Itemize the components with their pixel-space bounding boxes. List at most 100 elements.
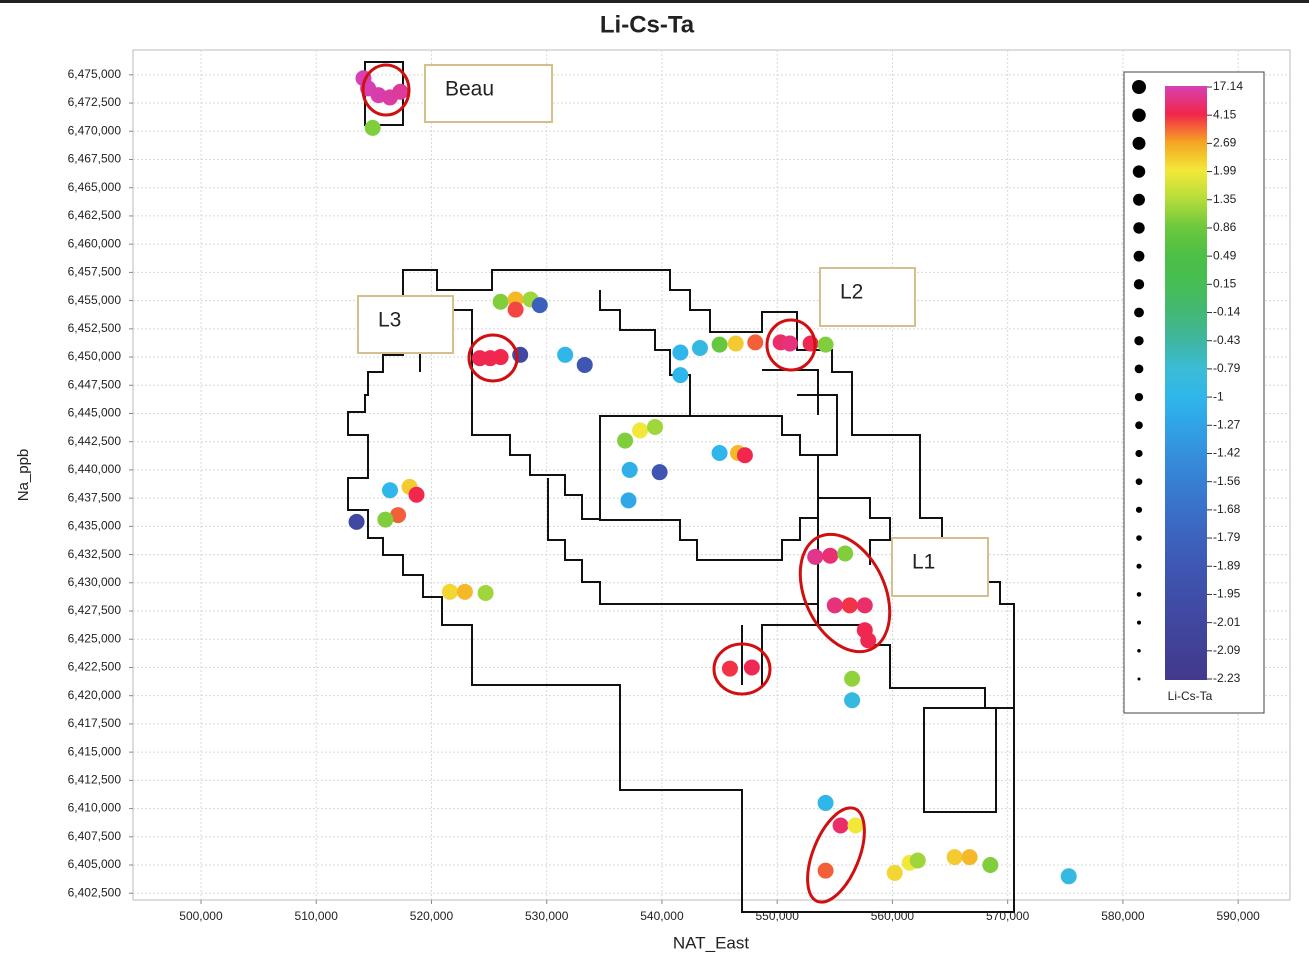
x-tick-label: 500,000: [179, 909, 223, 923]
point: [817, 862, 834, 879]
point: [817, 336, 834, 353]
boundary: [364, 61, 404, 126]
size-key: [1133, 250, 1145, 262]
y-tick-label: 6,442,500: [68, 434, 122, 448]
colorbar-label: -2.23: [1213, 671, 1241, 685]
highlight-ring: [361, 63, 411, 117]
y-tick-label: 6,440,000: [68, 462, 122, 476]
colorbar-label: -0.43: [1213, 333, 1241, 347]
grid: [133, 50, 1290, 900]
size-key: [1137, 649, 1141, 653]
x-tick-label: 510,000: [295, 909, 339, 923]
annotation-box: [424, 64, 553, 123]
colorbar-label: 17.14: [1213, 79, 1243, 93]
point: [826, 597, 843, 614]
colorbar-label: -0.79: [1213, 361, 1241, 375]
point: [364, 119, 381, 136]
y-tick-label: 6,432,500: [68, 547, 122, 561]
size-key: [1136, 563, 1142, 569]
size-key: [1133, 222, 1145, 234]
point: [711, 336, 728, 353]
highlight-ring: [806, 806, 866, 904]
point: [822, 547, 839, 564]
annotations: Beau L3 L2 L1: [357, 64, 989, 597]
y-tick-label: 6,457,500: [68, 265, 122, 279]
y-tick-label: 6,415,000: [68, 744, 122, 758]
size-key: [1135, 478, 1143, 485]
highlights: [361, 63, 892, 904]
point: [651, 464, 668, 481]
highlight-ring: [765, 318, 817, 372]
annotation: L3: [378, 309, 401, 332]
size-key: [1137, 677, 1141, 681]
y-tick-label: 6,412,500: [68, 773, 122, 787]
colorbar-label: -1.56: [1213, 474, 1241, 488]
size-key: [1132, 108, 1146, 122]
boundary: [547, 478, 819, 685]
annotation-box: [819, 267, 916, 327]
point: [982, 857, 999, 874]
point: [807, 548, 824, 565]
point: [841, 597, 858, 614]
point: [647, 419, 664, 436]
colorbar-label: -1.79: [1213, 530, 1241, 544]
point: [672, 344, 689, 361]
point: [856, 597, 873, 614]
colorbar-label: -1.68: [1213, 502, 1241, 516]
highlight-ring: [467, 333, 519, 383]
y-tick-label: 6,405,000: [68, 857, 122, 871]
highlight-ring: [798, 532, 892, 654]
y-tick-label: 6,410,000: [68, 801, 122, 815]
point: [557, 346, 574, 363]
y-tick-label: 6,450,000: [68, 349, 122, 363]
boundaries: [347, 61, 1015, 913]
y-tick-label: 6,455,000: [68, 293, 122, 307]
point: [781, 335, 798, 352]
point: [617, 432, 634, 449]
colorbar-label: 2.69: [1213, 136, 1237, 150]
y-tick-label: 6,427,500: [68, 603, 122, 617]
size-key: [1135, 449, 1143, 458]
point: [441, 583, 458, 600]
colorbar-label: 1.99: [1213, 164, 1237, 178]
colorbar-label: -2.01: [1213, 615, 1241, 629]
point: [620, 492, 637, 509]
point: [392, 83, 409, 100]
point: [844, 670, 861, 687]
annotation-box: [357, 295, 454, 354]
point: [961, 849, 978, 866]
colorbar-label: -0.14: [1213, 305, 1241, 319]
points: [348, 70, 1077, 885]
top-bar: [0, 0, 1309, 3]
y-tick-label: 6,445,000: [68, 406, 122, 420]
y-tick-label: 6,467,500: [68, 152, 122, 166]
point: [408, 486, 425, 503]
point: [844, 692, 861, 709]
y-axis-label: Na_ppb: [15, 449, 32, 502]
colorbar-label: -1.27: [1213, 417, 1241, 431]
size-key: [1136, 620, 1142, 625]
point: [621, 461, 638, 478]
x-tick-label: 530,000: [525, 909, 569, 923]
point: [632, 422, 649, 439]
point: [507, 301, 524, 318]
x-tick-label: 550,000: [755, 909, 799, 923]
point: [832, 817, 849, 834]
point: [721, 660, 738, 677]
x-axis-label: NAT_East: [673, 933, 749, 952]
point: [837, 545, 854, 562]
point: [847, 817, 864, 834]
y-tick-label: 6,465,000: [68, 180, 122, 194]
y-tick-label: 6,460,000: [68, 236, 122, 250]
point: [817, 794, 834, 811]
annotation: L2: [840, 281, 863, 304]
y-tick-label: 6,470,000: [68, 123, 122, 137]
x-tick-label: 570,000: [986, 909, 1030, 923]
colorbar: [1165, 86, 1207, 680]
colorbar-label: 0.49: [1213, 248, 1237, 262]
point: [672, 367, 689, 384]
point: [531, 297, 548, 314]
point: [727, 335, 744, 352]
size-key: [1136, 535, 1142, 541]
